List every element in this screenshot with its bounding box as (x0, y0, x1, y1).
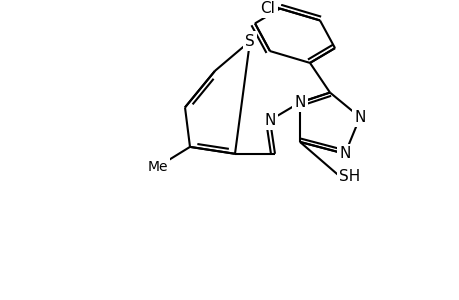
Text: N: N (339, 146, 350, 161)
Text: Cl: Cl (260, 1, 275, 16)
Text: S: S (245, 34, 254, 49)
Text: N: N (294, 95, 305, 110)
Text: SH: SH (339, 169, 360, 184)
Text: N: N (353, 110, 365, 125)
Text: Me: Me (147, 160, 168, 174)
Text: N: N (264, 113, 275, 128)
